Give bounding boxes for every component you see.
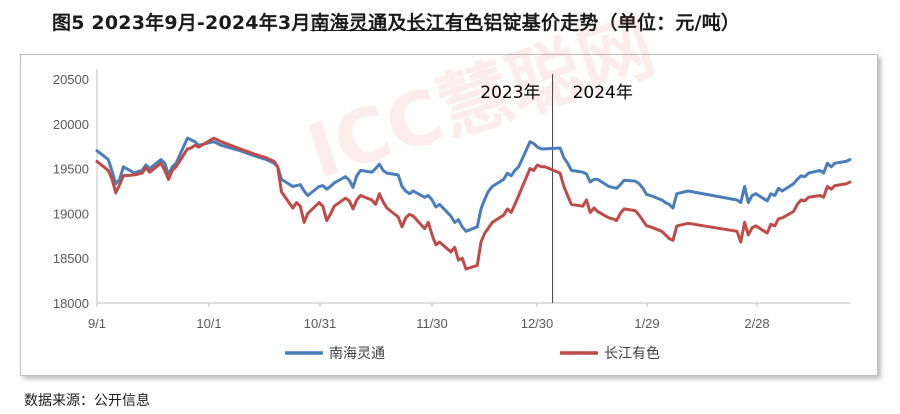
x-tick-label: 12/30 (521, 316, 554, 331)
legend-label: 长江有色 (604, 345, 660, 362)
x-tick-label: 11/30 (416, 316, 448, 331)
series-line-changjiang-youse (95, 136, 852, 271)
y-tick-label: 19500 (53, 162, 89, 177)
y-tick-label: 19000 (53, 206, 89, 221)
x-tick-label: 9/1 (88, 316, 106, 331)
chart-title: 图5 2023年9月-2024年3月南海灵通及长江有色铝锭基价走势（单位：元/吨… (52, 12, 741, 34)
legend-label: 南海灵通 (329, 346, 385, 362)
x-tick-label: 1/29 (634, 316, 659, 331)
y-tick-label: 20500 (53, 72, 89, 87)
y-tick-label: 18500 (53, 251, 89, 266)
x-tick-label: 10/31 (304, 316, 337, 331)
series-line-nanhai-lingtong (95, 136, 852, 233)
x-tick-label: 2/28 (744, 316, 769, 331)
source-note: 数据来源：公开信息 (24, 393, 150, 409)
year-label-2024: 2024年 (573, 83, 633, 103)
year-label-2023: 2023年 (480, 83, 540, 103)
x-tick-label: 10/1 (196, 316, 221, 331)
y-tick-label: 18000 (53, 296, 89, 311)
y-tick-label: 20000 (53, 117, 89, 132)
